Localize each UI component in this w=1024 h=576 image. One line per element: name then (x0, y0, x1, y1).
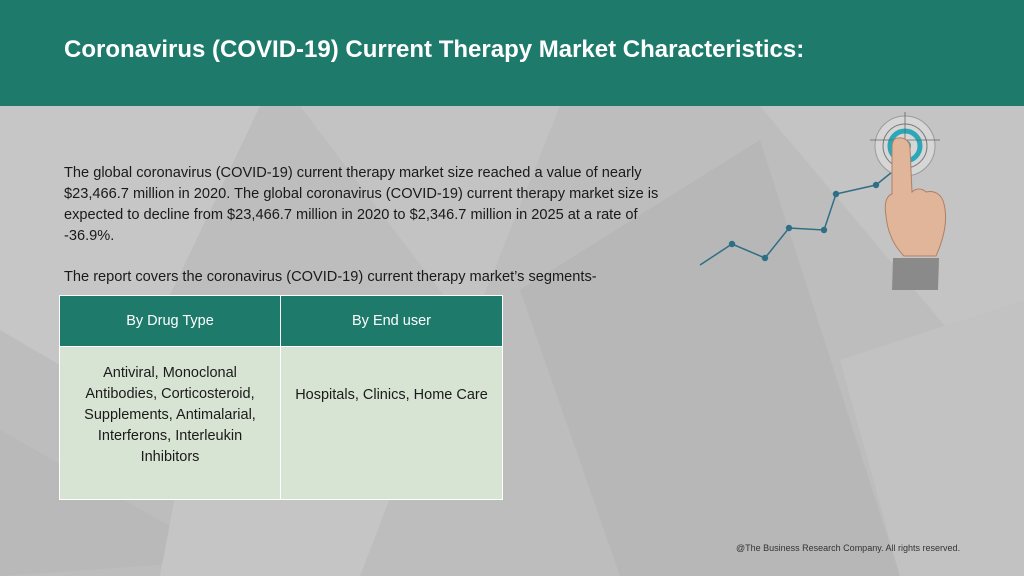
cell-drug-types: Antiviral, Monoclonal Antibodies, Cortic… (59, 346, 281, 500)
segments-intro-text: The report covers the coronavirus (COVID… (64, 269, 597, 285)
header-drug-type: By Drug Type (59, 295, 281, 347)
page-title: Coronavirus (COVID-19) Current Therapy M… (64, 36, 805, 63)
title-bar: Coronavirus (COVID-19) Current Therapy M… (0, 0, 1024, 106)
table-row: Antiviral, Monoclonal Antibodies, Cortic… (59, 346, 503, 500)
table-header-row: By Drug Type By End user (59, 295, 503, 347)
header-end-user: By End user (280, 295, 503, 347)
cell-end-users: Hospitals, Clinics, Home Care (280, 346, 503, 500)
copyright-footer: @The Business Research Company. All righ… (736, 543, 961, 553)
segments-table: By Drug Type By End user Antiviral, Mono… (59, 295, 503, 500)
intro-paragraph: The global coronavirus (COVID-19) curren… (64, 165, 659, 244)
target-hand-growth-line-icon (699, 112, 947, 290)
